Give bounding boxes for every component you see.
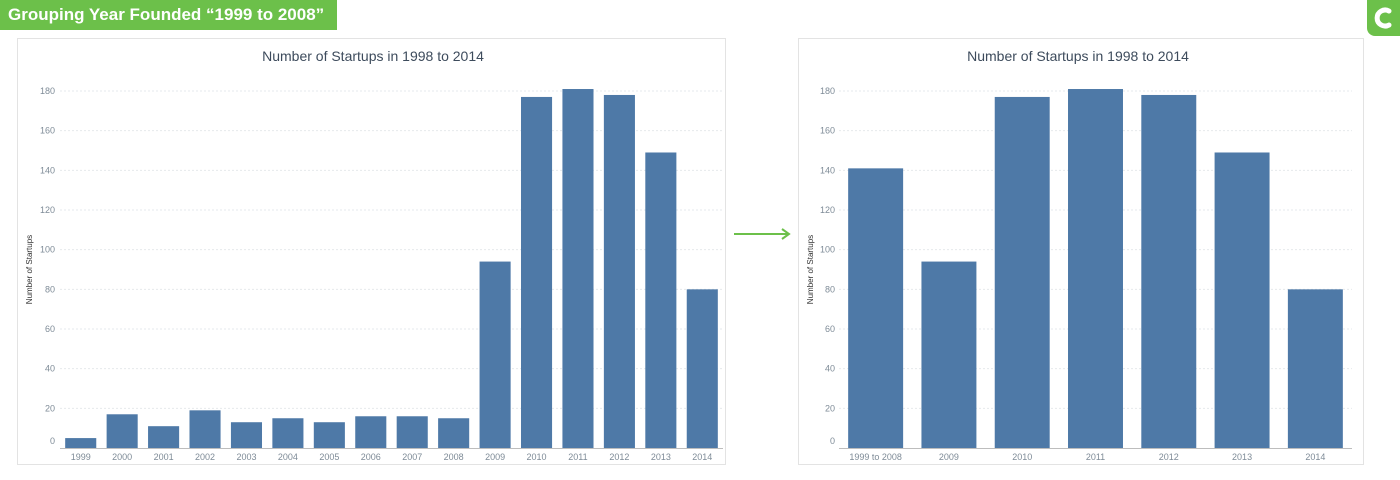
x-tick-label: 2014 bbox=[692, 452, 712, 462]
y-tick-label: 140 bbox=[820, 165, 835, 175]
y-tick-label: 20 bbox=[45, 403, 55, 413]
y-tick-label: 140 bbox=[40, 165, 55, 175]
x-tick-label: 2013 bbox=[651, 452, 671, 462]
bar-2013[interactable] bbox=[645, 152, 677, 448]
chart-title: Number of Startups in 1998 to 2014 bbox=[967, 48, 1189, 64]
y-tick-label: 160 bbox=[820, 126, 835, 136]
bar-2014[interactable] bbox=[686, 289, 718, 448]
x-tick-label: 2011 bbox=[1086, 452, 1105, 462]
bar-2009[interactable] bbox=[921, 261, 977, 448]
x-tick-label: 2011 bbox=[568, 452, 587, 462]
y-tick-label: 120 bbox=[820, 205, 835, 215]
bar-1999[interactable] bbox=[65, 438, 97, 448]
y-tick-label: 60 bbox=[45, 324, 55, 334]
bar-1999-to-2008[interactable] bbox=[848, 168, 904, 448]
bar-2006[interactable] bbox=[355, 416, 387, 448]
y-tick-label: 40 bbox=[45, 364, 55, 374]
chart-title: Number of Startups in 1998 to 2014 bbox=[262, 48, 484, 64]
y-tick-label: 0 bbox=[50, 436, 55, 446]
x-tick-label: 1999 to 2008 bbox=[849, 452, 902, 462]
x-tick-label: 2001 bbox=[154, 452, 174, 462]
x-tick-label: 1999 bbox=[71, 452, 91, 462]
y-tick-label: 40 bbox=[825, 364, 835, 374]
bar-2012[interactable] bbox=[603, 94, 635, 448]
y-tick-label: 100 bbox=[820, 245, 835, 255]
bar-2011[interactable] bbox=[562, 89, 594, 448]
bar-2010[interactable] bbox=[520, 96, 553, 448]
bar-chart-ungrouped: Number of Startups in 1998 to 2014 Number… bbox=[25, 48, 723, 462]
bar-2010[interactable] bbox=[994, 96, 1050, 448]
x-tick-label: 2012 bbox=[1159, 452, 1179, 462]
chart-panel-grouped: Number of Startups in 1998 to 2014 Number… bbox=[798, 38, 1364, 465]
x-tick-label: 2005 bbox=[319, 452, 339, 462]
bar-2014[interactable] bbox=[1287, 289, 1343, 448]
bar-2004[interactable] bbox=[272, 418, 304, 448]
bar-2005[interactable] bbox=[313, 422, 345, 448]
x-tick-label: 2000 bbox=[112, 452, 132, 462]
bar-2003[interactable] bbox=[230, 422, 263, 448]
x-tick-label: 2009 bbox=[485, 452, 505, 462]
x-tick-label: 2008 bbox=[444, 452, 464, 462]
bar-2002[interactable] bbox=[189, 410, 221, 448]
y-tick-label: 180 bbox=[40, 86, 55, 96]
x-tick-label: 2012 bbox=[609, 452, 629, 462]
x-tick-label: 2009 bbox=[939, 452, 959, 462]
x-tick-label: 2010 bbox=[527, 452, 547, 462]
grouping-banner: Grouping Year Founded “1999 to 2008” bbox=[0, 0, 338, 30]
y-tick-label: 60 bbox=[825, 324, 835, 334]
y-tick-label: 120 bbox=[40, 205, 55, 215]
bar-2012[interactable] bbox=[1141, 94, 1197, 448]
bar-2013[interactable] bbox=[1214, 152, 1270, 448]
y-tick-label: 20 bbox=[825, 403, 835, 413]
y-tick-label: 160 bbox=[40, 126, 55, 136]
x-tick-label: 2014 bbox=[1305, 452, 1325, 462]
y-axis-label: Number of Startups bbox=[806, 235, 815, 304]
y-tick-label: 180 bbox=[820, 86, 835, 96]
x-tick-label: 2006 bbox=[361, 452, 381, 462]
x-tick-label: 2010 bbox=[1012, 452, 1032, 462]
brand-c-logo-icon bbox=[1367, 0, 1400, 36]
x-tick-label: 2002 bbox=[195, 452, 215, 462]
x-tick-label: 2004 bbox=[278, 452, 298, 462]
arrow-right-icon bbox=[733, 226, 793, 247]
y-tick-label: 80 bbox=[45, 284, 55, 294]
bar-2009[interactable] bbox=[479, 261, 511, 448]
bar-2011[interactable] bbox=[1068, 89, 1123, 448]
chart-panel-ungrouped: Number of Startups in 1998 to 2014 Number… bbox=[17, 38, 726, 465]
y-axis-label: Number of Startups bbox=[25, 235, 34, 304]
y-tick-label: 80 bbox=[825, 284, 835, 294]
bar-2001[interactable] bbox=[148, 426, 180, 448]
bar-2008[interactable] bbox=[438, 418, 470, 448]
x-tick-label: 2007 bbox=[402, 452, 422, 462]
bar-chart-grouped: Number of Startups in 1998 to 2014 Number… bbox=[806, 48, 1352, 462]
y-tick-label: 100 bbox=[40, 245, 55, 255]
x-tick-label: 2003 bbox=[236, 452, 256, 462]
x-tick-label: 2013 bbox=[1232, 452, 1252, 462]
y-tick-label: 0 bbox=[830, 436, 835, 446]
bar-2007[interactable] bbox=[396, 416, 428, 448]
bar-2000[interactable] bbox=[106, 414, 138, 448]
